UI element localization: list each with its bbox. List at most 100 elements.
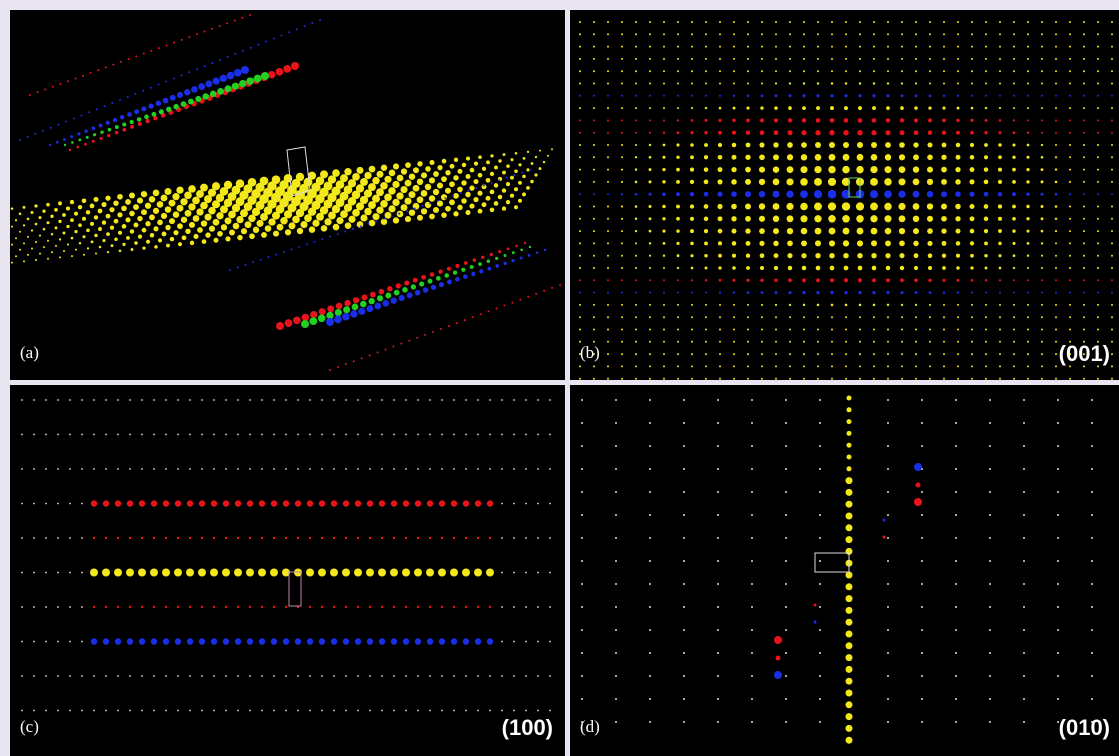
atom (1091, 583, 1093, 585)
atom (842, 166, 850, 174)
atom (649, 255, 651, 257)
atom (1027, 329, 1029, 331)
atom (705, 365, 707, 367)
atom (1069, 132, 1071, 134)
atom (129, 710, 131, 712)
atom (283, 500, 289, 506)
atom (441, 212, 447, 218)
atom (998, 168, 1002, 172)
atom (731, 229, 736, 234)
atom (417, 675, 419, 677)
atom (663, 107, 665, 109)
atom (942, 241, 947, 246)
atom (503, 153, 506, 156)
atom (887, 422, 889, 424)
atom (733, 341, 735, 343)
atom (103, 500, 109, 506)
atom (760, 118, 764, 122)
atom (989, 560, 991, 562)
atom (732, 155, 737, 160)
atom (21, 710, 23, 712)
atom (81, 114, 83, 116)
atom (479, 269, 483, 273)
atom (1055, 341, 1057, 343)
atom (999, 58, 1001, 60)
atom (621, 181, 623, 183)
atom (929, 329, 931, 331)
atom (927, 228, 933, 234)
atom (970, 143, 974, 147)
atom (635, 119, 637, 121)
atom (859, 365, 861, 367)
atom (23, 224, 25, 226)
atom (871, 142, 877, 148)
atom (1055, 58, 1057, 60)
atom (705, 341, 707, 343)
atom (989, 422, 991, 424)
atom (498, 195, 503, 200)
atom (71, 237, 74, 240)
atom (751, 560, 753, 562)
atom (901, 365, 903, 367)
atom (1111, 353, 1113, 355)
atom (1026, 180, 1029, 183)
atom (1069, 95, 1071, 97)
atom (1069, 267, 1071, 269)
atom (501, 468, 503, 470)
atom (192, 197, 200, 205)
atom (196, 68, 198, 70)
atom (498, 159, 501, 162)
atom (1012, 229, 1015, 232)
atom (705, 70, 707, 72)
atom (94, 197, 99, 202)
atom (845, 58, 847, 60)
atom (957, 316, 959, 318)
atom (237, 434, 239, 436)
atom (899, 154, 905, 160)
atom (142, 228, 147, 233)
atom (477, 710, 479, 712)
atom (885, 253, 890, 258)
atom (985, 341, 987, 343)
atom (437, 200, 439, 202)
atom (635, 205, 638, 208)
atom (537, 434, 539, 436)
atom (127, 638, 133, 644)
atom (331, 638, 337, 644)
atom (733, 95, 735, 97)
atom (112, 64, 114, 66)
atom (873, 82, 875, 84)
atom (970, 119, 973, 122)
atom (759, 241, 764, 246)
atom (969, 204, 974, 209)
atom (751, 652, 753, 654)
atom (525, 399, 527, 401)
atom (901, 304, 903, 306)
atom (153, 190, 160, 197)
atom (21, 606, 23, 608)
atom (1013, 279, 1015, 281)
atom (845, 33, 847, 35)
atom (683, 652, 685, 654)
atom (941, 179, 947, 185)
atom (514, 205, 518, 209)
atom (388, 187, 396, 195)
atom (106, 214, 111, 219)
atom (369, 606, 371, 608)
atom (955, 514, 957, 516)
atom (1055, 46, 1057, 48)
atom (900, 106, 904, 110)
atom (819, 721, 821, 723)
atom (261, 72, 269, 80)
atom (814, 621, 817, 624)
atom (1111, 132, 1113, 134)
atom (915, 94, 918, 97)
atom (115, 638, 121, 644)
atom (57, 434, 59, 436)
atom (146, 240, 150, 244)
atom (138, 122, 142, 126)
atom (1057, 560, 1059, 562)
atom (999, 316, 1001, 318)
atom (219, 59, 221, 61)
atom (1083, 329, 1085, 331)
